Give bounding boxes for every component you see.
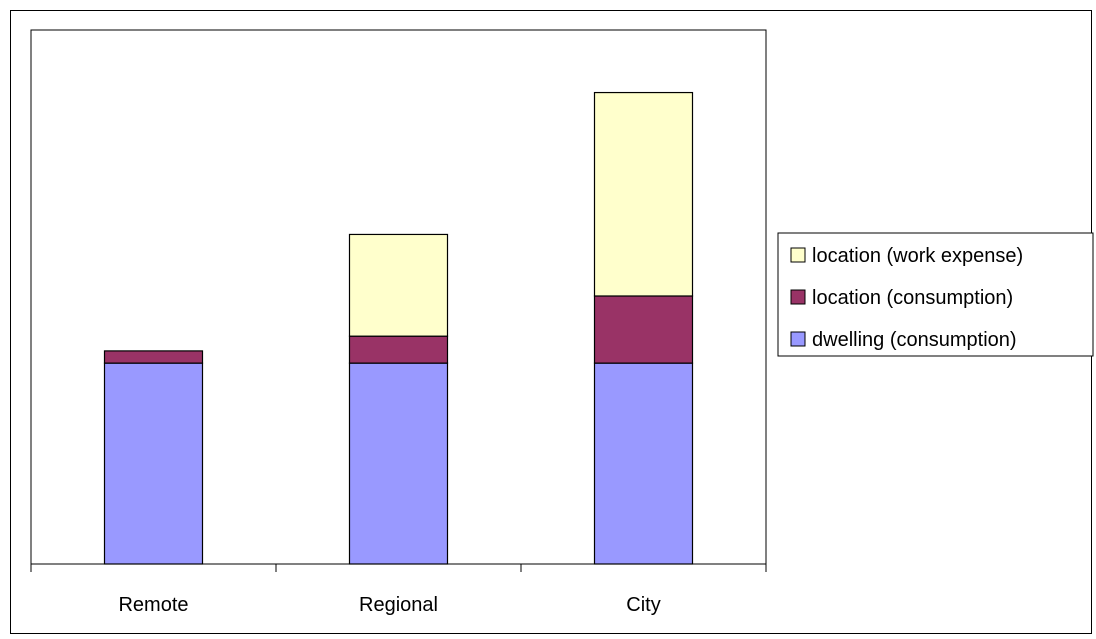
- x-tick-label-remote: Remote: [118, 594, 188, 616]
- bar-regional-location-consumption: [348, 335, 449, 364]
- bar-regional-dwelling-consumption: [348, 362, 449, 565]
- bars-group: [103, 91, 694, 565]
- legend-label-location-work-expense: location (work expense): [812, 245, 1023, 267]
- bar-remote-location-consumption: [103, 350, 204, 364]
- x-tick-label-regional: Regional: [359, 594, 438, 616]
- legend: location (work expense) location (consump…: [777, 232, 1094, 357]
- bar-city-location-consumption: [593, 295, 694, 364]
- bar-city-location-work-expense: [593, 91, 694, 297]
- x-tick-label-city: City: [626, 594, 660, 616]
- legend-swatch-location-work-expense: [790, 247, 806, 263]
- legend-swatch-location-consumption: [790, 289, 806, 305]
- legend-label-location-consumption: location (consumption): [812, 287, 1013, 309]
- bar-remote-dwelling-consumption: [103, 362, 204, 565]
- legend-box: [777, 232, 1094, 357]
- legend-label-dwelling-consumption: dwelling (consumption): [812, 329, 1017, 351]
- x-axis: Remote Regional City: [30, 563, 767, 616]
- bar-regional-location-work-expense: [348, 233, 449, 337]
- bar-city-dwelling-consumption: [593, 362, 694, 565]
- legend-swatch-dwelling-consumption: [790, 331, 806, 347]
